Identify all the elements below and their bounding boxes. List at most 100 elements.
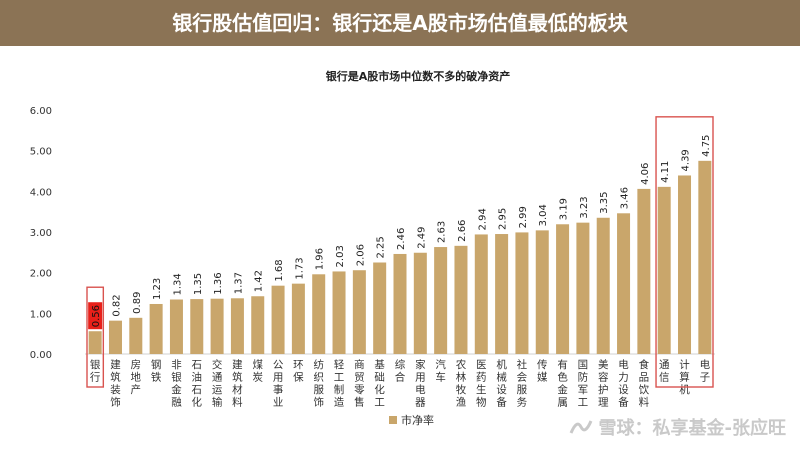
category-label: 石油石化 xyxy=(192,359,203,409)
bar xyxy=(230,298,244,354)
value-label: 1.37 xyxy=(233,272,244,294)
category-label: 电子 xyxy=(700,358,711,384)
category-label: 家用电器 xyxy=(415,358,426,409)
highlight-box xyxy=(655,116,714,388)
bars: 0.56 银行 0.82 建筑装饰 0.89 房地产 1.23 钢铁 1.34 非银金融 1.35 石… xyxy=(88,135,712,409)
watermark-text: 雪球：私享基金-张应旺 xyxy=(598,418,786,439)
value-label: 2.66 xyxy=(457,220,468,242)
category-label: 综合 xyxy=(395,358,406,384)
value-label: 1.36 xyxy=(213,272,224,294)
category-label: 汽车 xyxy=(435,358,446,384)
bar xyxy=(312,274,326,354)
value-label: 3.19 xyxy=(559,198,570,220)
value-label: 1.35 xyxy=(193,273,204,295)
bar xyxy=(434,247,448,354)
category-label: 美容护理 xyxy=(598,358,609,409)
value-label: 4.11 xyxy=(660,161,671,183)
value-label: 4.75 xyxy=(701,135,712,157)
value-label: 3.35 xyxy=(599,192,610,214)
category-label: 公用事业 xyxy=(273,359,284,409)
bar xyxy=(657,186,671,354)
legend-label: 市净率 xyxy=(401,413,434,427)
bar xyxy=(454,245,468,354)
category-label: 计算机 xyxy=(679,358,690,396)
value-label: 2.94 xyxy=(477,208,488,230)
category-label: 传媒 xyxy=(537,359,548,384)
bar xyxy=(535,230,549,354)
category-label: 轻工制造 xyxy=(334,358,345,409)
value-label: 2.03 xyxy=(335,245,346,267)
y-tick-label: 1.00 xyxy=(30,309,52,320)
category-label: 医药生物 xyxy=(476,359,487,409)
bar xyxy=(190,299,204,354)
bar xyxy=(393,253,407,354)
value-label: 2.63 xyxy=(437,221,448,243)
bar xyxy=(149,303,163,354)
value-label: 0.82 xyxy=(111,294,122,316)
bar xyxy=(413,252,427,354)
category-label: 银行 xyxy=(90,358,101,384)
bar xyxy=(332,271,346,354)
value-label: 0.89 xyxy=(132,292,143,314)
bar xyxy=(352,270,366,354)
highlight-box xyxy=(86,286,105,388)
category-label: 食品饮料 xyxy=(639,358,650,409)
category-label: 煤炭 xyxy=(252,358,263,384)
category-label: 机械设备 xyxy=(496,358,507,409)
value-label: 3.04 xyxy=(538,204,549,226)
y-axis: 0.00 1.00 2.00 3.00 4.00 5.00 6.00 xyxy=(30,106,715,361)
bar xyxy=(169,299,183,354)
bar xyxy=(617,213,631,354)
bar-chart: 银行是A股市场中位数不多的破净资产 0.00 1.00 2.00 3.00 4.00 5.… xyxy=(30,69,715,427)
bar xyxy=(129,317,143,354)
bar xyxy=(596,217,610,354)
category-label: 房地产 xyxy=(131,358,142,396)
legend: 市净率 xyxy=(389,413,434,427)
category-label: 电力设备 xyxy=(618,358,629,409)
category-label: 建筑材料 xyxy=(232,358,243,409)
category-label: 非银金融 xyxy=(171,359,182,409)
bar xyxy=(291,283,305,354)
category-label: 商贸零售 xyxy=(354,358,365,409)
value-label: 1.42 xyxy=(254,270,265,292)
bar xyxy=(637,188,651,354)
value-label: 2.25 xyxy=(376,236,387,258)
bar xyxy=(108,320,122,354)
legend-swatch xyxy=(389,416,397,424)
y-tick-label: 6.00 xyxy=(30,106,52,117)
snowball-logo-icon xyxy=(569,420,592,434)
category-label: 纺织服饰 xyxy=(313,358,324,409)
value-label: 2.95 xyxy=(498,208,509,230)
bar xyxy=(495,234,509,354)
value-label: 3.23 xyxy=(579,196,590,218)
bar xyxy=(698,160,712,354)
category-label: 基础化工 xyxy=(374,358,385,409)
bar xyxy=(576,222,590,354)
chart-title: 银行是A股市场中位数不多的破净资产 xyxy=(326,69,511,83)
y-tick-label: 4.00 xyxy=(30,187,52,198)
y-tick-label: 5.00 xyxy=(30,147,52,158)
bar xyxy=(556,224,570,354)
value-label: 4.39 xyxy=(681,149,692,171)
category-label: 钢铁 xyxy=(151,358,162,384)
page-header: 银行股估值回归：银行还是A股市场估值最低的板块 xyxy=(0,0,800,46)
bar xyxy=(210,298,224,354)
category-label: 有色金属 xyxy=(557,358,568,409)
value-label: 2.06 xyxy=(355,244,366,266)
y-tick-label: 0.00 xyxy=(30,350,52,361)
highlight-boxes xyxy=(86,116,714,388)
category-label: 建筑装饰 xyxy=(110,358,121,409)
value-label: 2.46 xyxy=(396,228,407,250)
bar xyxy=(373,262,387,354)
category-label: 交通运输 xyxy=(212,358,223,409)
category-label: 农林牧渔 xyxy=(456,358,467,409)
bar xyxy=(678,175,692,354)
bar xyxy=(515,232,529,354)
value-label-highlight xyxy=(88,302,103,330)
page-title: 银行股估值回归：银行还是A股市场估值最低的板块 xyxy=(172,11,628,35)
category-label: 环保 xyxy=(293,359,304,384)
category-label: 国防军工 xyxy=(578,359,589,409)
value-label: 2.49 xyxy=(416,226,427,248)
value-label: 1.23 xyxy=(152,278,163,300)
bar xyxy=(251,296,265,354)
